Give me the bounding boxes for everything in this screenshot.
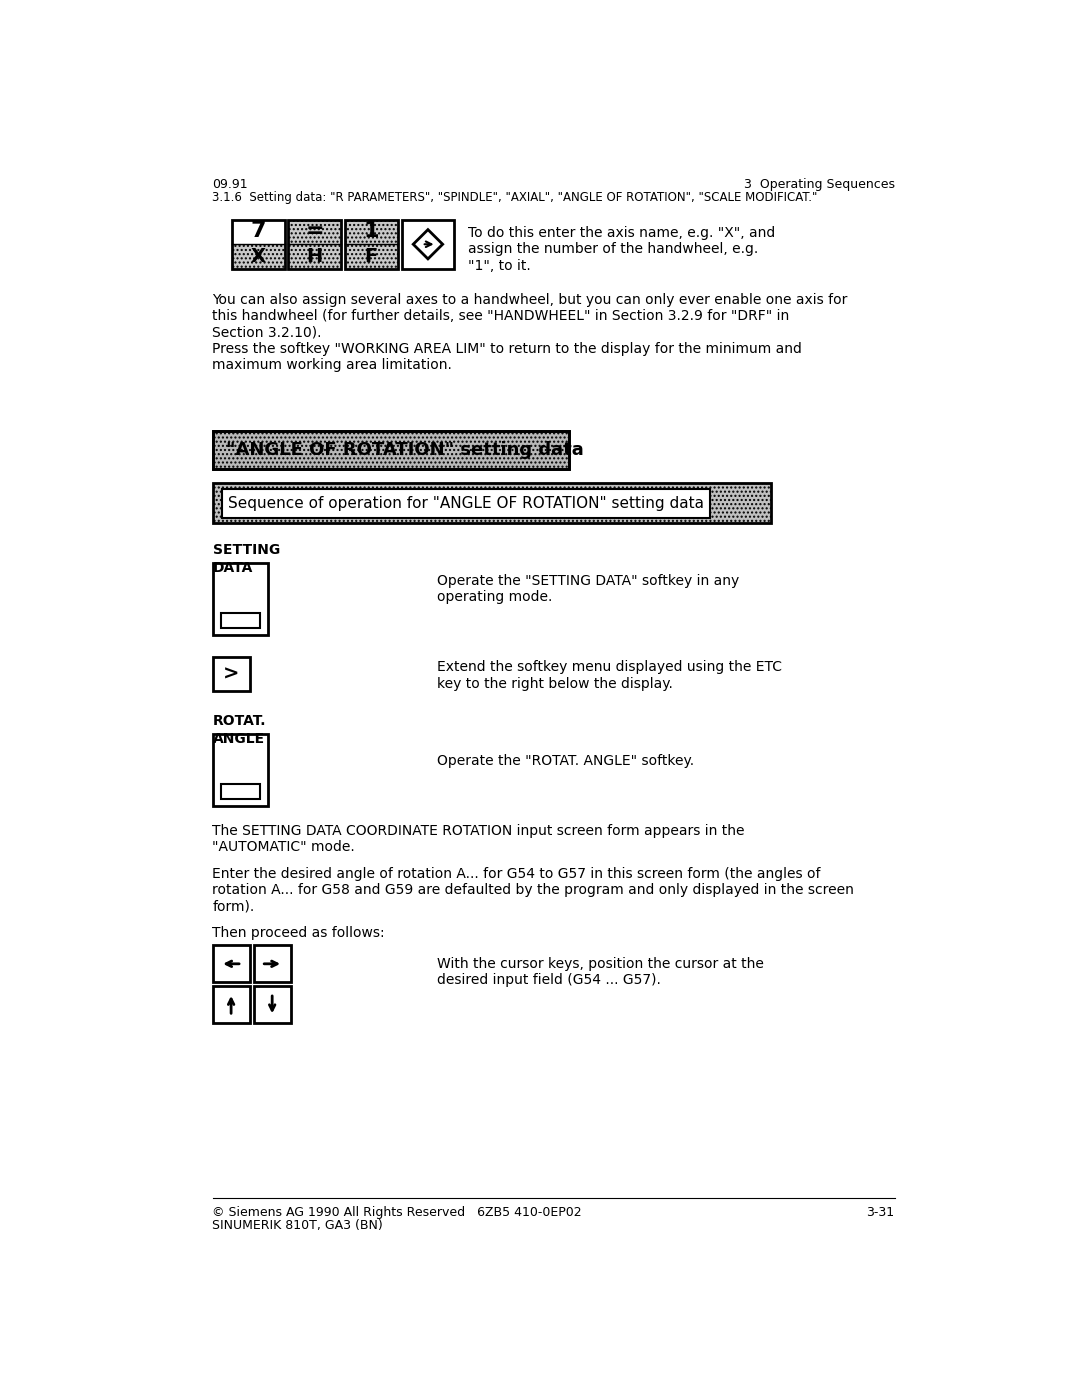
Bar [221,784,260,799]
Bar [345,219,397,268]
Text: Sequence of operation for "ANGLE OF ROTATION" setting data: Sequence of operation for "ANGLE OF ROTA… [228,496,704,511]
Bar [288,244,341,268]
Bar [221,613,260,629]
Bar [345,244,397,268]
Bar [213,483,770,524]
Text: 09.91: 09.91 [213,179,248,191]
Text: "ANGLE OF ROTATION" setting data: "ANGLE OF ROTATION" setting data [227,441,584,460]
Text: 3  Operating Sequences: 3 Operating Sequences [743,179,894,191]
Bar [213,658,249,692]
Text: >: > [222,665,240,683]
Bar [288,219,341,244]
Text: =: = [306,221,324,240]
Bar [213,432,569,469]
Text: © Siemens AG 1990 All Rights Reserved   6ZB5 410-0EP02: © Siemens AG 1990 All Rights Reserved 6Z… [213,1206,582,1218]
Text: Enter the desired angle of rotation A... for G54 to G57 in this screen form (the: Enter the desired angle of rotation A...… [213,866,854,914]
Bar [213,563,268,636]
Text: You can also assign several axes to a handwheel, but you can only ever enable on: You can also assign several axes to a ha… [213,293,848,372]
Bar [221,489,710,518]
Text: To do this enter the axis name, e.g. "X", and
assign the number of the handwheel: To do this enter the axis name, e.g. "X"… [469,226,775,272]
Bar [254,946,291,982]
Text: Extend the softkey menu displayed using the ETC
key to the right below the displ: Extend the softkey menu displayed using … [437,661,782,690]
Text: Operate the "ROTAT. ANGLE" softkey.: Operate the "ROTAT. ANGLE" softkey. [437,754,694,768]
Text: ROTAT.
ANGLE: ROTAT. ANGLE [213,714,266,746]
Text: Operate the "SETTING DATA" softkey in any
operating mode.: Operate the "SETTING DATA" softkey in an… [437,574,740,605]
Bar [213,735,268,806]
Bar [232,244,284,268]
Text: Then proceed as follows:: Then proceed as follows: [213,926,386,940]
Bar [345,219,397,244]
Text: SETTING
DATA: SETTING DATA [213,543,280,574]
Bar [232,219,284,268]
Bar [213,946,249,982]
Text: 3-31: 3-31 [866,1206,894,1218]
Text: 1: 1 [364,221,379,240]
Text: The SETTING DATA COORDINATE ROTATION input screen form appears in the
"AUTOMATIC: The SETTING DATA COORDINATE ROTATION inp… [213,824,745,854]
Bar [288,219,341,268]
Text: 3.1.6  Setting data: "R PARAMETERS", "SPINDLE", "AXIAL", "ANGLE OF ROTATION", "S: 3.1.6 Setting data: "R PARAMETERS", "SPI… [213,191,818,204]
Text: F: F [365,247,378,265]
Text: X: X [251,247,266,265]
Text: H: H [307,247,323,265]
Bar [402,219,455,268]
Bar [232,219,284,244]
Text: 7: 7 [251,221,266,240]
Bar [213,432,569,469]
Bar [213,986,249,1023]
Bar [254,986,291,1023]
Text: SINUMERIK 810T, GA3 (BN): SINUMERIK 810T, GA3 (BN) [213,1220,383,1232]
Text: With the cursor keys, position the cursor at the
desired input field (G54 ... G5: With the cursor keys, position the curso… [437,957,765,988]
